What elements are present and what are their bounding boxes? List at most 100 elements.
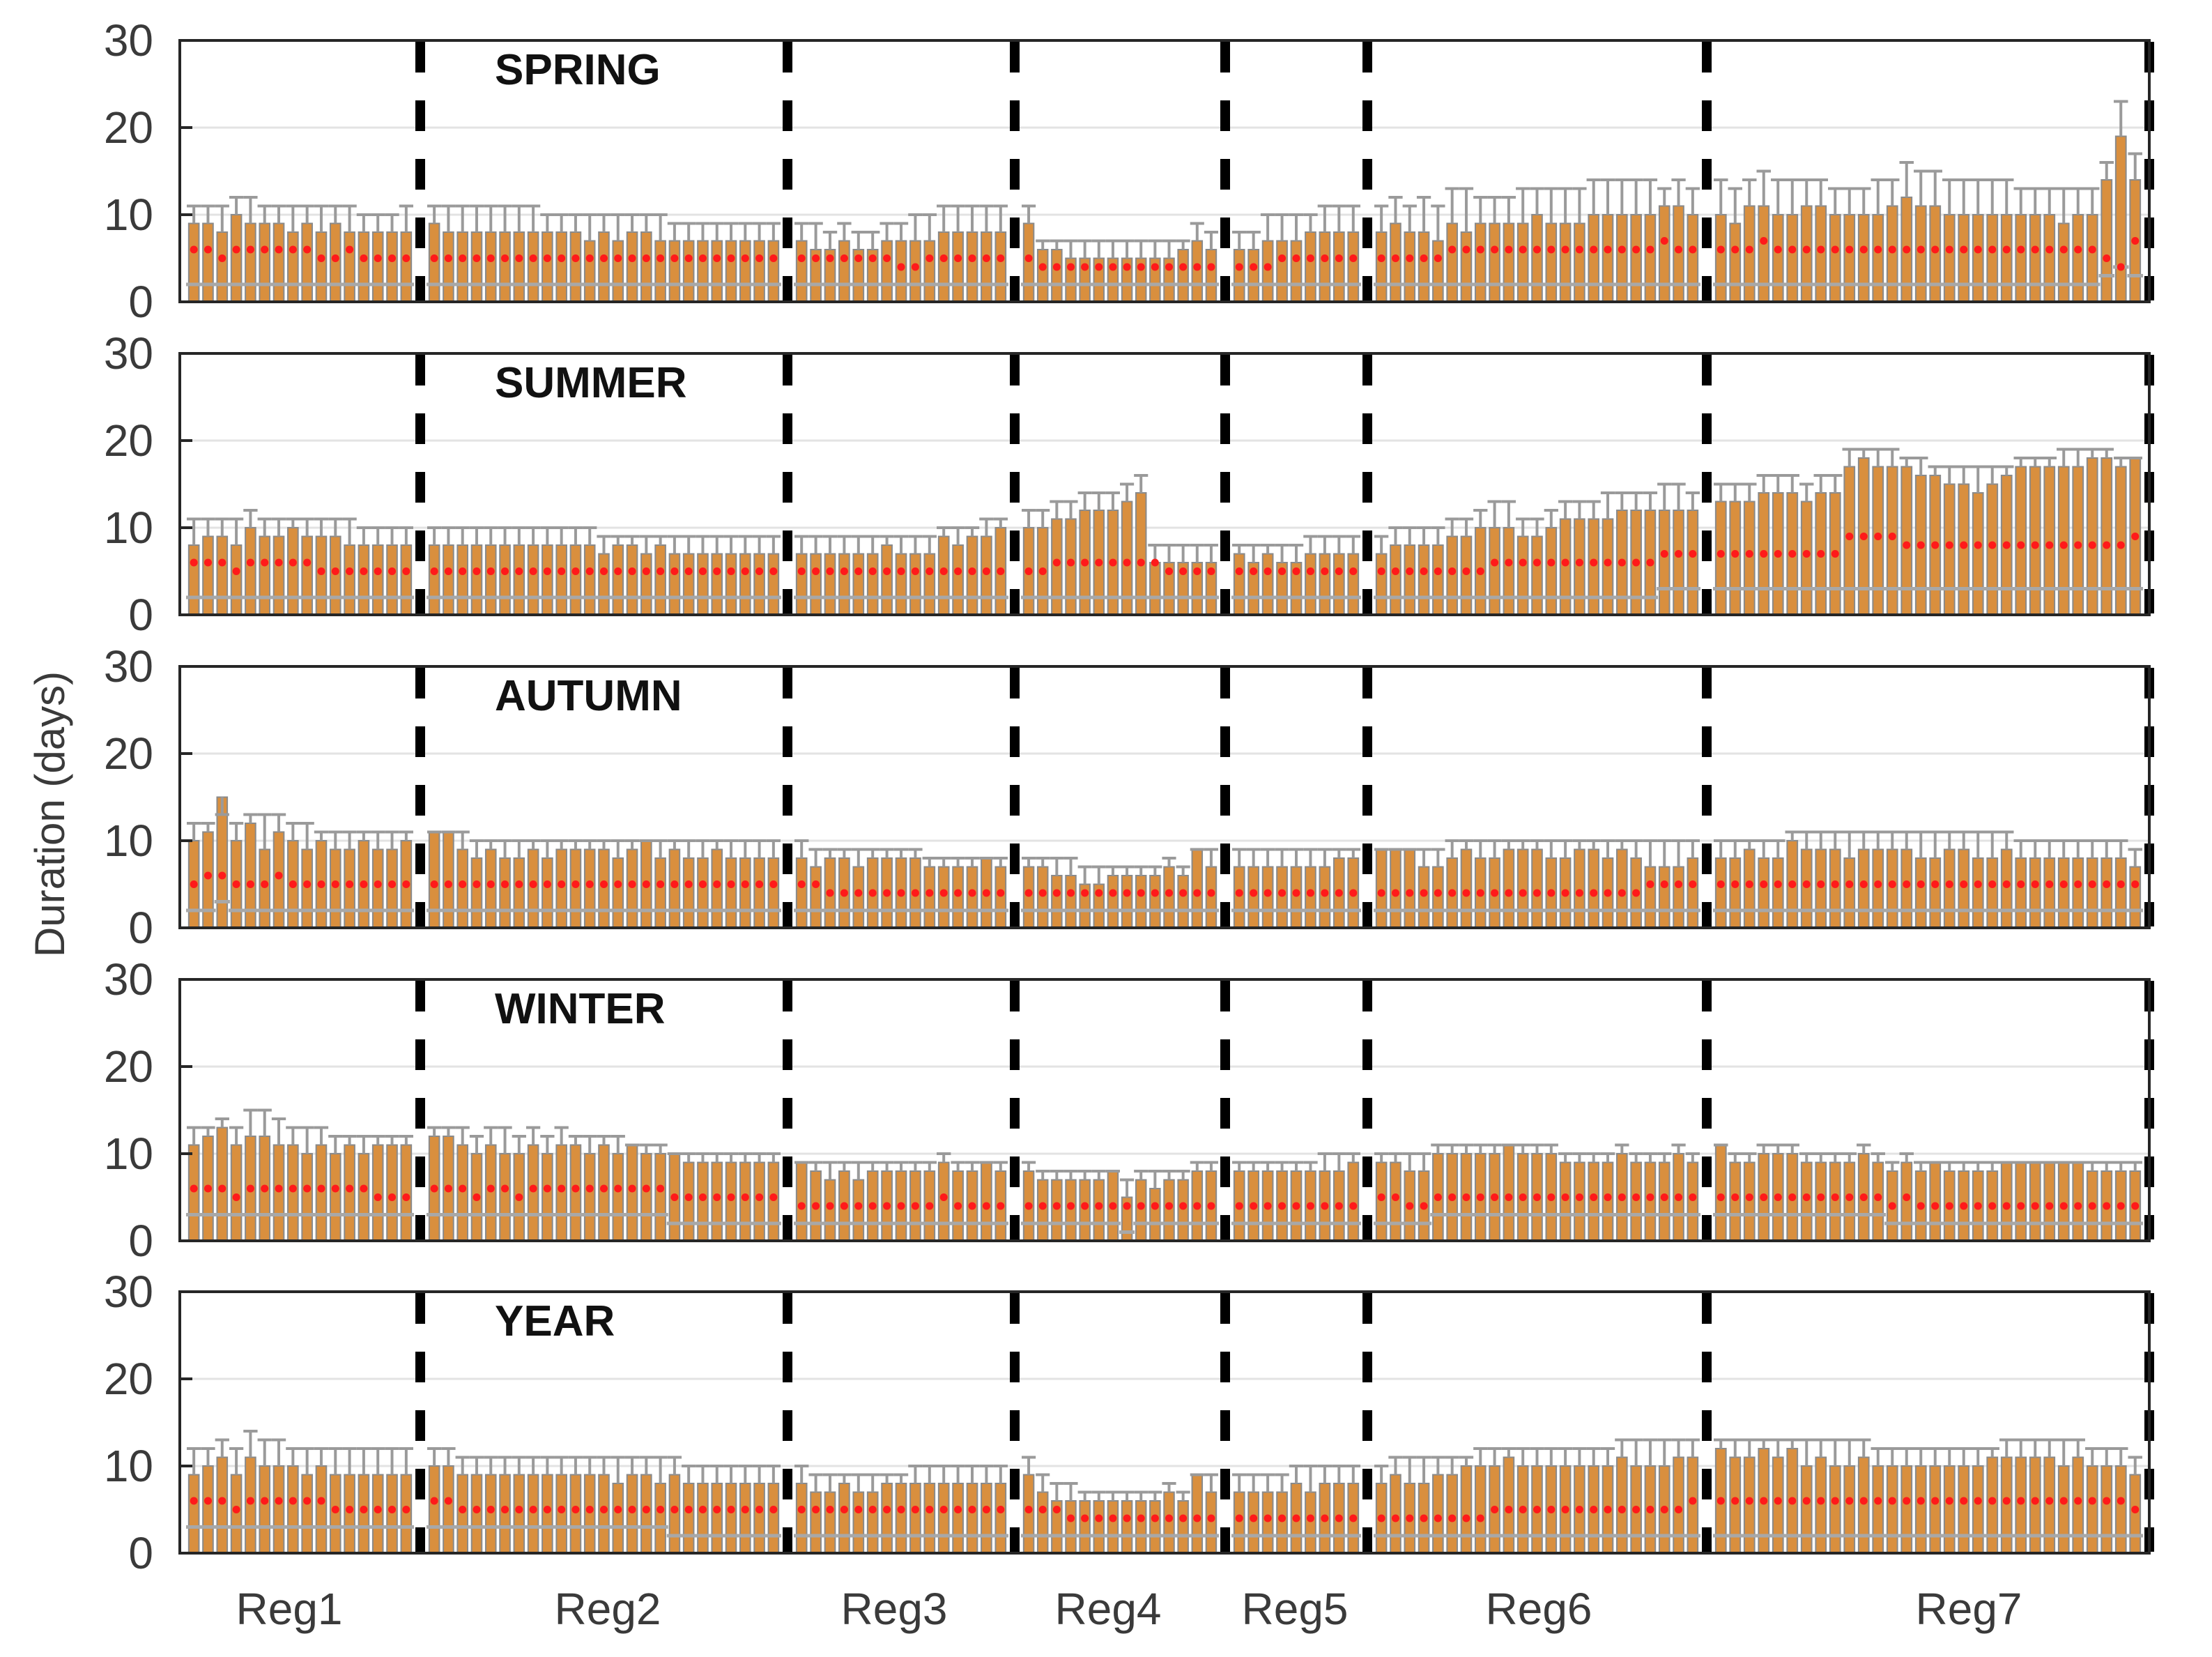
bar [640,1474,652,1554]
median-dot [741,567,749,575]
bar [1531,214,1543,303]
median-dot [1716,1193,1725,1201]
median-dot [331,1506,339,1513]
bar [966,231,978,303]
bar [795,1483,808,1554]
median-dot [2031,1497,2039,1505]
median-dot [600,567,608,575]
median-dot [1052,558,1061,567]
bar [386,231,398,303]
bar [598,553,610,616]
median-dot [1235,567,1243,575]
bar [1107,1500,1119,1554]
median-dot [1321,567,1329,575]
bar [1929,205,1942,303]
median-dot [317,567,325,575]
bar [513,857,525,929]
bar [682,240,695,303]
median-dot [232,1506,240,1513]
median-dot [854,254,863,262]
bar [881,1483,893,1554]
bar [1332,231,1345,303]
bar [1815,1161,1827,1242]
bar [697,553,709,616]
median-dot [2088,880,2096,888]
median-dot [1292,1202,1300,1210]
bar [1914,205,1927,303]
median-dot [1081,1514,1089,1522]
median-dot [360,880,368,888]
region-label-reg3: Reg3 [841,1584,948,1634]
bar [1929,857,1942,929]
bar [1347,1161,1360,1242]
bar [555,544,567,616]
median-dot [2017,245,2025,254]
median-dot [797,567,806,575]
median-dot [346,567,354,575]
bar [1149,1188,1161,1242]
median-dot [642,254,650,262]
median-dot [797,1202,806,1210]
median-dot [968,889,976,897]
bar [1390,848,1401,929]
y-tick-label: 30 [104,15,153,66]
bar [711,553,723,616]
axis-frame [178,978,2151,1242]
bar [301,1153,313,1242]
bar [259,1465,271,1554]
bar [612,240,624,303]
bar [1347,553,1360,616]
median-dot [1716,880,1725,888]
bar [202,831,214,929]
median-dot [1931,245,1940,254]
bar [484,231,497,303]
median-dot [1760,237,1768,245]
bar [852,1491,865,1554]
bar [1986,1456,1999,1554]
median-dot [897,567,905,575]
median-dot [1874,533,1882,540]
median-dot [1533,1506,1541,1513]
bar [1616,848,1628,929]
median-dot [1095,558,1103,567]
median-dot [670,1506,679,1513]
bar [344,1474,355,1554]
median-dot [727,567,735,575]
median-dot [190,1497,198,1505]
bar [2043,857,2056,929]
median-dot [997,254,1005,262]
bar [583,544,596,616]
bar [598,231,610,303]
median-dot [246,1497,254,1505]
median-dot [1859,1193,1868,1201]
bar [1545,527,1558,616]
median-dot [1716,550,1725,558]
bar [1574,1161,1585,1242]
median-dot [1434,889,1442,897]
bar [725,553,737,616]
bar [287,231,299,303]
bar [1503,1456,1515,1554]
median-dot [1689,1497,1697,1505]
bar [626,1474,638,1554]
median-dot [954,889,962,897]
median-dot [289,1184,297,1193]
median-dot [1476,1193,1484,1201]
bar [612,544,624,616]
median-dot [1590,889,1598,897]
median-dot [1491,245,1499,254]
median-dot [1024,1506,1033,1513]
median-dot [883,1506,891,1513]
bar [1036,1491,1049,1554]
bar [838,1483,850,1554]
median-dot [1533,1193,1541,1201]
median-dot [1067,1514,1075,1522]
median-dot [1434,1514,1442,1522]
median-dot [826,1506,834,1513]
median-dot [1859,245,1868,254]
median-dot [628,1506,636,1513]
bar [2086,857,2098,929]
median-dot [430,1184,438,1193]
median-dot [1052,1506,1061,1513]
bar [1900,1161,1913,1242]
